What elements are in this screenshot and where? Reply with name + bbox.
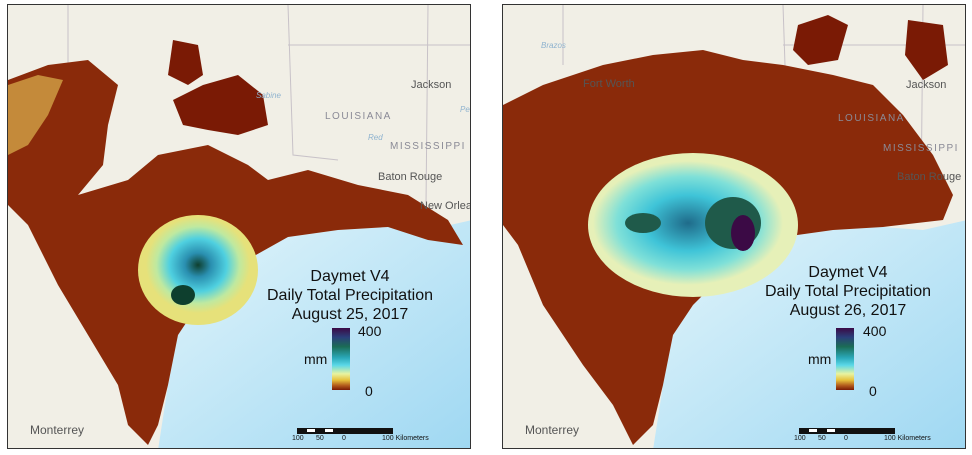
- map-canvas: [503, 5, 965, 448]
- title-line: Daily Total Precipitation: [266, 287, 433, 304]
- scale-label: 100 Kilometers: [884, 435, 931, 442]
- place-label-new-orleans: New Orleans: [420, 200, 471, 212]
- scale-label: 100 Kilometers: [382, 435, 429, 442]
- title-line: Daymet V4: [808, 264, 888, 281]
- legend-max: 400: [358, 323, 382, 339]
- map-title: Daymet V4 Daily Total Precipitation Augu…: [250, 267, 450, 324]
- map-panel-aug25: LOUISIANA MISSISSIPPI Sabine Red Pearl J…: [7, 4, 471, 449]
- precip-core: [593, 161, 783, 285]
- state-label-mississippi: MISSISSIPPI: [883, 143, 959, 154]
- state-border: [67, 5, 470, 206]
- river-label-sabine: Sabine: [256, 91, 281, 100]
- place-label-fort-worth: Fort Worth: [583, 78, 635, 90]
- scale-label: 100: [794, 435, 806, 442]
- scale-label: 100: [292, 435, 304, 442]
- precip-field-west: [8, 75, 63, 155]
- place-label-monterrey: Monterrey: [30, 423, 85, 437]
- legend-min: 0: [365, 383, 373, 399]
- scale-label: 50: [316, 435, 324, 442]
- precip-peak: [171, 285, 195, 305]
- legend-colorbar: [836, 328, 854, 390]
- scale-label: 50: [818, 435, 826, 442]
- precip-blob: [168, 40, 203, 85]
- scale-label: 0: [342, 435, 346, 442]
- scale-label: 0: [844, 435, 848, 442]
- place-label-monterrey: Monterrey: [525, 423, 580, 437]
- state-label-mississippi: MISSISSIPPI: [390, 141, 466, 152]
- title-line: August 25, 2017: [291, 306, 409, 323]
- legend-min: 0: [869, 383, 877, 399]
- legend-max: 400: [863, 323, 887, 339]
- legend-unit: mm: [808, 351, 832, 367]
- precip-max: [731, 215, 755, 251]
- scale-bar: [799, 428, 895, 434]
- river-label-pearl: Pearl: [460, 105, 470, 114]
- title-line: August 26, 2017: [789, 302, 907, 319]
- scale-bar: [297, 428, 393, 434]
- precip-blob: [793, 15, 848, 65]
- river-label-brazos: Brazos: [541, 41, 566, 50]
- river-label-red: Red: [368, 133, 383, 142]
- precip-core: [146, 217, 250, 313]
- state-label-louisiana: LOUISIANA: [325, 111, 392, 122]
- place-label-baton-rouge: Baton Rouge: [378, 171, 443, 183]
- place-label-baton-rouge: Baton Rouge: [897, 171, 962, 183]
- legend-unit: mm: [304, 351, 328, 367]
- title-line: Daily Total Precipitation: [764, 283, 931, 300]
- precip-peak: [625, 213, 661, 233]
- map-title: Daymet V4 Daily Total Precipitation Augu…: [748, 263, 948, 320]
- title-line: Daymet V4: [310, 268, 390, 285]
- map-panel-aug26: Brazos Fort Worth LOUISIANA MISSISSIPPI …: [502, 4, 966, 449]
- map-canvas: [8, 5, 470, 448]
- state-label-louisiana: LOUISIANA: [838, 113, 905, 124]
- precip-blob: [173, 75, 268, 135]
- legend-colorbar: [332, 328, 350, 390]
- place-label-jackson: Jackson: [906, 79, 947, 91]
- place-label-jackson: Jackson: [411, 79, 452, 91]
- precip-blob: [905, 20, 948, 80]
